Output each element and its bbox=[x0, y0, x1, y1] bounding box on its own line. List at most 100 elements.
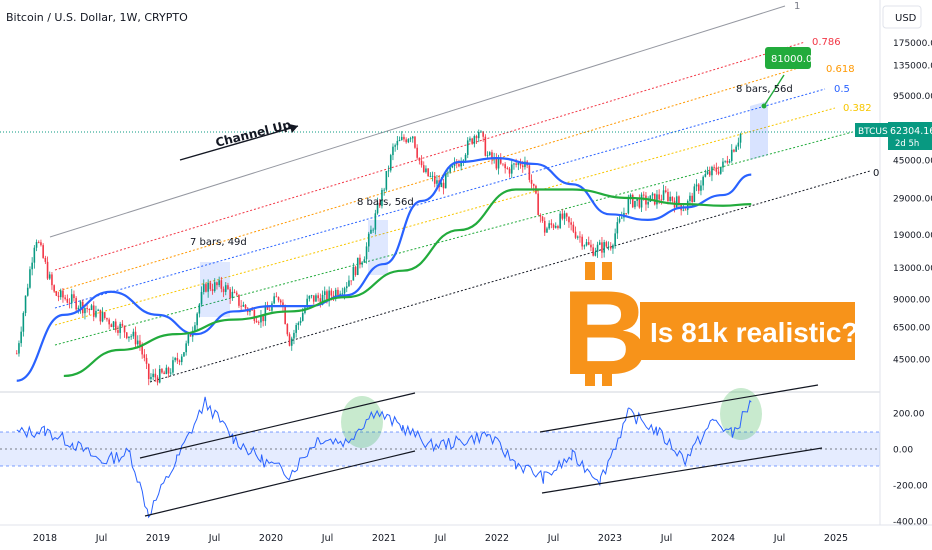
candle-body bbox=[147, 363, 150, 380]
oscillator-axis[interactable]: 200.00 0.00 -200.00 -400.00 bbox=[893, 410, 928, 528]
bitcoin-logo-top-bar-left bbox=[585, 262, 595, 280]
candle-body bbox=[44, 257, 47, 262]
candle-body bbox=[330, 290, 333, 296]
candle-body bbox=[332, 295, 335, 298]
candle-body bbox=[728, 161, 731, 163]
candle-body bbox=[713, 166, 715, 168]
candle-body bbox=[693, 186, 696, 203]
candle-body bbox=[367, 233, 370, 247]
candle-body bbox=[354, 266, 357, 275]
ma-200w-line bbox=[63, 188, 752, 378]
fib-label-0: 0 bbox=[873, 168, 879, 179]
candle-body bbox=[24, 295, 27, 313]
candle-body bbox=[310, 295, 313, 297]
candle-body bbox=[70, 294, 73, 303]
candle-body bbox=[704, 174, 707, 177]
candle-body bbox=[596, 244, 599, 252]
candle-body bbox=[515, 163, 517, 165]
candle-body bbox=[607, 246, 610, 248]
candle-body bbox=[559, 213, 561, 229]
candle-body bbox=[356, 257, 359, 275]
time-axis[interactable]: 2018 Jul 2019 Jul 2020 Jul 2021 Jul 2022 Jul 2023 J… bbox=[33, 533, 848, 544]
candle-body bbox=[616, 222, 619, 234]
candle-body bbox=[26, 287, 29, 296]
time-tick-label: 2023 bbox=[598, 533, 622, 544]
price-tick-label: 45000.00 bbox=[893, 157, 932, 167]
candle-body bbox=[62, 290, 64, 298]
candle-body bbox=[598, 242, 601, 245]
candle-body bbox=[198, 304, 201, 314]
candle-body bbox=[174, 358, 176, 361]
candle-body bbox=[550, 223, 553, 225]
candle-body bbox=[715, 167, 718, 172]
bitcoin-logo: B bbox=[562, 262, 649, 400]
candle-body bbox=[365, 246, 368, 260]
candle-body bbox=[431, 175, 434, 177]
candle-body bbox=[308, 295, 311, 299]
countdown-text: 2d 5h bbox=[895, 139, 919, 149]
candle-body bbox=[528, 165, 531, 180]
candle-body bbox=[231, 291, 234, 299]
candle-body bbox=[222, 288, 225, 292]
price-tick-label: 29000.00 bbox=[893, 194, 932, 204]
candle-body bbox=[541, 216, 544, 221]
candle-body bbox=[488, 152, 491, 156]
candle-body bbox=[279, 300, 282, 303]
candle-body bbox=[152, 373, 154, 377]
candle-body bbox=[416, 147, 418, 158]
candle-body bbox=[581, 236, 583, 247]
candle-body bbox=[532, 183, 535, 186]
fib-channel[interactable] bbox=[49, 5, 871, 383]
target-badge[interactable] bbox=[765, 47, 811, 69]
fib-line-0 bbox=[149, 170, 871, 383]
candle-body bbox=[90, 305, 93, 311]
candle-body bbox=[524, 161, 526, 168]
candle-body bbox=[563, 213, 566, 219]
candle-body bbox=[418, 157, 421, 161]
candle-body bbox=[299, 320, 302, 323]
candle-body bbox=[653, 193, 656, 205]
candle-body bbox=[656, 194, 658, 205]
ma-50w-line bbox=[16, 156, 752, 382]
candle-body bbox=[55, 291, 58, 296]
candle-body bbox=[33, 247, 36, 263]
candle-body bbox=[601, 242, 603, 253]
range-box-3[interactable] bbox=[750, 101, 768, 160]
candle-body bbox=[134, 331, 137, 345]
chart-title: Bitcoin / U.S. Dollar, 1W, CRYPTO bbox=[6, 11, 188, 24]
osc-channel-lower-2 bbox=[541, 447, 823, 494]
candle-body bbox=[414, 136, 416, 148]
candle-body bbox=[568, 216, 570, 223]
candle-body bbox=[664, 190, 667, 192]
candle-body bbox=[429, 175, 432, 177]
candle-body bbox=[42, 245, 44, 258]
range-box-2[interactable] bbox=[368, 220, 388, 275]
candle-body bbox=[436, 180, 438, 184]
candle-body bbox=[112, 321, 115, 328]
candle-body bbox=[328, 290, 330, 302]
candle-body bbox=[374, 213, 377, 230]
candle-body bbox=[513, 163, 515, 165]
candle-body bbox=[642, 194, 645, 196]
candle-body bbox=[84, 308, 86, 314]
candle-body bbox=[306, 298, 308, 308]
currency-button[interactable] bbox=[882, 5, 922, 29]
projection-start-dot bbox=[761, 103, 767, 109]
candle-body bbox=[590, 244, 592, 248]
candle-body bbox=[99, 309, 102, 322]
candle-body bbox=[383, 189, 385, 191]
candle-body bbox=[359, 257, 361, 265]
candle-body bbox=[372, 229, 374, 231]
candle-body bbox=[594, 251, 597, 256]
candle-body bbox=[121, 323, 124, 326]
candle-body bbox=[572, 224, 575, 232]
candle-body bbox=[209, 282, 212, 290]
candle-body bbox=[458, 164, 460, 167]
candle-body bbox=[629, 194, 632, 199]
candle-body bbox=[660, 199, 663, 201]
candle-body bbox=[29, 269, 31, 288]
candle-body bbox=[605, 242, 608, 247]
candle-body bbox=[257, 322, 260, 324]
